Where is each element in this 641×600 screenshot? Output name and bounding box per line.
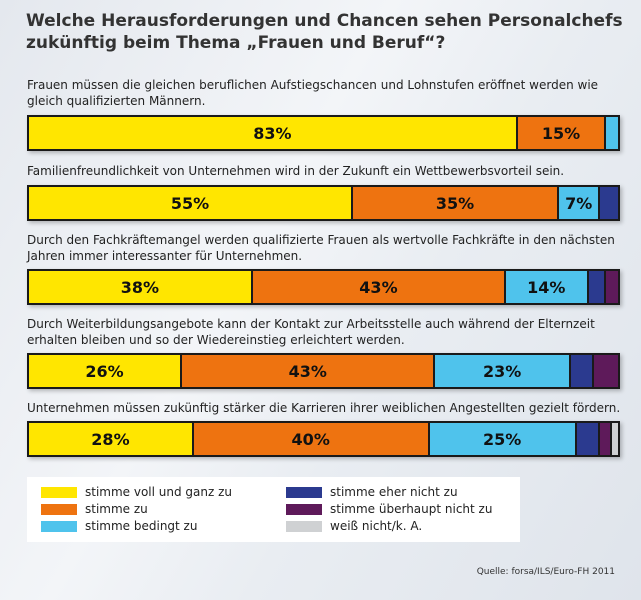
legend: stimme voll und ganz zu stimme zu stimme b…: [27, 477, 520, 542]
bar-segment: 23%: [435, 355, 571, 387]
question-label: Familienfreundlichkeit von Unternehmen w…: [27, 164, 565, 178]
legend-swatch: [286, 520, 322, 532]
data-label: 15%: [541, 123, 581, 143]
bar-segment: [612, 423, 618, 455]
bar-segment: [594, 355, 618, 387]
legend-item: weiß nicht/k. A.: [286, 519, 422, 533]
bar-segment: 43%: [182, 355, 436, 387]
question-label: Durch Weiterbildungsangebote kann der Ko…: [27, 317, 595, 347]
bar-segment: [576, 423, 601, 455]
legend-label: stimme zu: [85, 502, 148, 516]
data-label: 43%: [288, 361, 327, 381]
data-label: 55%: [170, 193, 210, 213]
legend-swatch: [41, 520, 77, 532]
bar-segment: 7%: [559, 187, 601, 219]
data-label: 40%: [291, 429, 330, 449]
stacked-bar: 38% 43% 14%: [27, 269, 620, 305]
legend-swatch: [41, 486, 77, 498]
legend-label: weiß nicht/k. A.: [330, 519, 423, 533]
legend-swatch: [286, 486, 322, 498]
data-label: 43%: [359, 277, 398, 297]
bar-segment: 43%: [252, 271, 507, 303]
bar-segment: [588, 271, 607, 303]
bar-segment: 28%: [29, 423, 194, 455]
bar-segment: [606, 271, 618, 303]
bar-segment: 25%: [429, 423, 577, 455]
legend-swatch: [41, 503, 77, 515]
legend-item: stimme zu: [41, 502, 148, 516]
bar-segment: [600, 187, 618, 219]
legend-item: stimme eher nicht zu: [286, 485, 458, 499]
chart-title: Welche Herausforderungen und Chancen seh…: [26, 11, 623, 53]
bar-segment: 14%: [506, 271, 589, 303]
stacked-bar: 55% 35% 7%: [27, 185, 620, 221]
legend-label: stimme überhaupt nicht zu: [330, 502, 493, 516]
bar-segment: [600, 423, 613, 455]
data-label: 83%: [253, 123, 292, 143]
data-label: 14%: [527, 277, 566, 297]
question-label: Unternehmen müssen zukünftig stärker die…: [27, 401, 621, 415]
bar-segment: 40%: [193, 423, 430, 455]
bar-segment: 15%: [517, 117, 607, 149]
bar-segment: [606, 117, 618, 149]
question-label: Durch den Fachkräftemangel werden qualif…: [27, 233, 615, 263]
legend-item: stimme bedingt zu: [41, 519, 197, 533]
data-label: 35%: [435, 193, 475, 213]
legend-label: stimme bedingt zu: [85, 519, 198, 533]
legend-item: stimme voll und ganz zu: [41, 485, 232, 499]
data-label: 28%: [91, 429, 130, 449]
bar-segment: 55%: [29, 187, 353, 219]
legend-item: stimme überhaupt nicht zu: [286, 502, 492, 516]
data-label: 25%: [482, 429, 522, 449]
stacked-bar: 26% 43% 23%: [27, 353, 620, 389]
legend-swatch: [286, 503, 322, 515]
data-label: 26%: [85, 361, 124, 381]
source-note: Quelle: forsa/ILS/Euro-FH 2011: [476, 567, 615, 577]
bar-segment: 26%: [29, 355, 183, 387]
bar-segment: 83%: [29, 117, 518, 149]
legend-label: stimme eher nicht zu: [330, 485, 458, 499]
data-label: 7%: [565, 193, 593, 213]
bar-segment: [570, 355, 595, 387]
legend-label: stimme voll und ganz zu: [85, 485, 233, 499]
question-label: Frauen müssen die gleichen beruflichen A…: [27, 78, 599, 108]
data-label: 38%: [120, 277, 160, 297]
data-label: 23%: [482, 361, 522, 381]
bar-segment: 35%: [352, 187, 560, 219]
stacked-bar: 28% 40% 25%: [27, 421, 620, 457]
bar-segment: 38%: [29, 271, 253, 303]
stacked-bar: 83% 15%: [27, 115, 620, 151]
